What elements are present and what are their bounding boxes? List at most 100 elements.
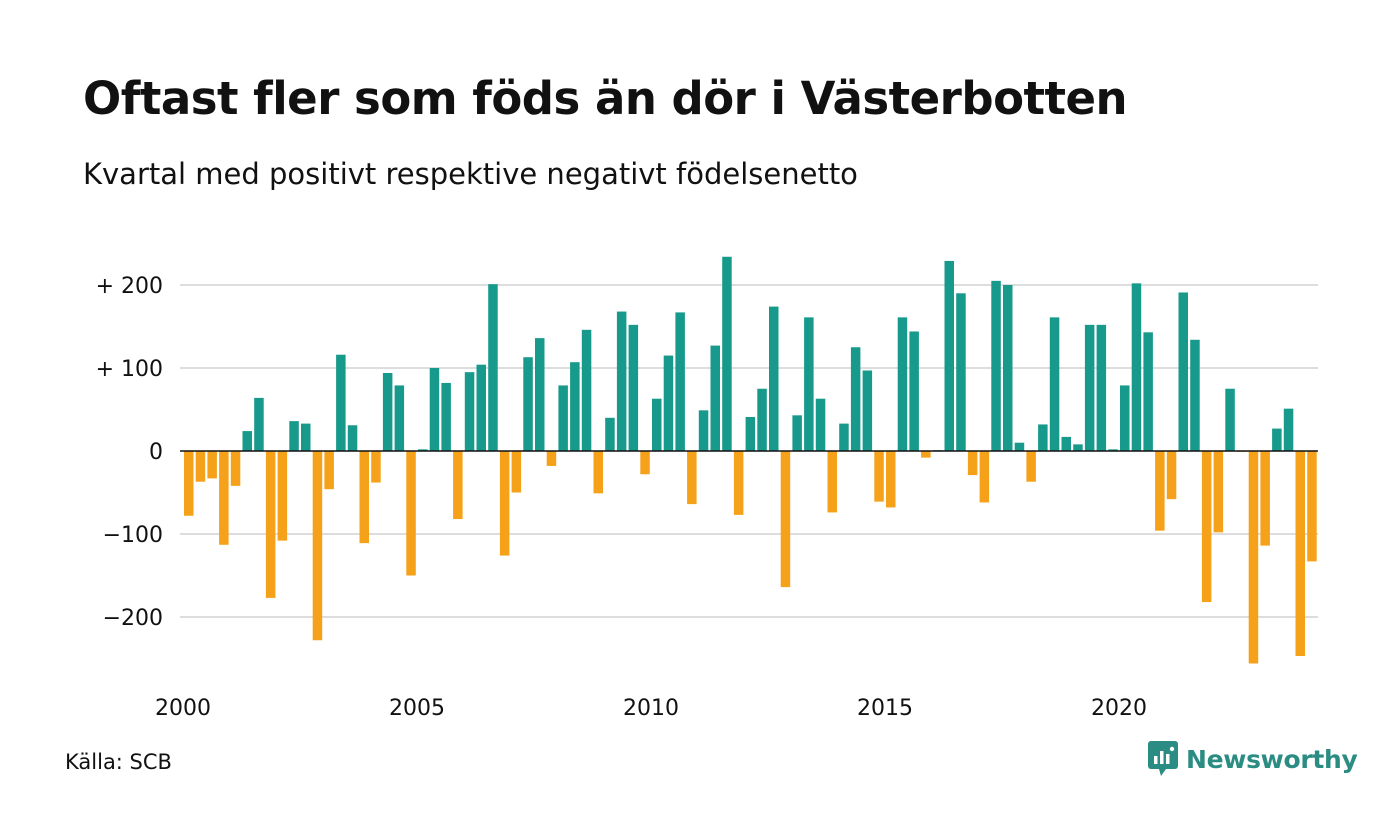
bar-positive xyxy=(804,317,814,451)
bar-negative xyxy=(874,451,884,502)
bar-positive xyxy=(1038,424,1048,451)
bar-negative xyxy=(1248,451,1259,664)
bar-positive xyxy=(792,415,802,451)
bar-positive xyxy=(710,345,720,451)
bar-positive xyxy=(382,372,393,451)
bar-positive xyxy=(616,311,627,451)
bar-positive xyxy=(418,449,428,451)
bar-positive xyxy=(944,260,954,451)
bar-positive xyxy=(1283,408,1294,451)
bar-positive xyxy=(1061,436,1071,451)
bar-positive xyxy=(301,423,311,451)
y-tick-label: −100 xyxy=(103,523,163,548)
bar-negative xyxy=(207,451,217,479)
bar-negative xyxy=(1307,451,1317,562)
y-tick-label: −200 xyxy=(103,606,163,631)
bar-negative xyxy=(265,451,276,598)
bar-positive xyxy=(605,417,615,451)
bar-positive xyxy=(254,397,264,451)
bar-positive xyxy=(1084,324,1095,451)
bar-negative xyxy=(1295,451,1305,657)
bar-negative xyxy=(1201,451,1212,603)
source-note: Källa: SCB xyxy=(65,750,172,774)
bar-positive xyxy=(1096,324,1107,451)
bar-negative xyxy=(1166,451,1177,500)
bar-negative xyxy=(1260,451,1270,546)
bar-positive xyxy=(336,354,346,451)
y-tick-label: 0 xyxy=(149,440,163,465)
bar-positive xyxy=(394,385,405,451)
bar-negative xyxy=(1213,451,1224,533)
bar-negative xyxy=(277,451,288,541)
bar-positive xyxy=(535,338,545,451)
bar-negative xyxy=(546,451,557,466)
bar-negative xyxy=(371,451,381,483)
bar-negative xyxy=(406,451,416,576)
x-tick-label: 2000 xyxy=(155,696,211,721)
bar-negative xyxy=(195,451,206,482)
bar-negative xyxy=(359,451,369,544)
bar-negative xyxy=(1026,451,1036,482)
bar-negative xyxy=(780,451,791,588)
bar-positive xyxy=(862,370,873,451)
brand-logo[interactable]: Newsworthy xyxy=(1148,741,1358,777)
bar-negative xyxy=(499,451,510,556)
bar-positive xyxy=(909,331,919,451)
x-tick-label: 2005 xyxy=(389,696,445,721)
bar-positive xyxy=(523,357,533,451)
bar-positive xyxy=(745,416,756,451)
bar-positive xyxy=(289,421,299,451)
grid-lines xyxy=(180,284,1318,618)
bar-positive xyxy=(663,355,674,451)
bar-positive xyxy=(1143,332,1153,451)
bar-positive xyxy=(488,284,498,451)
bar-negative xyxy=(1155,451,1165,531)
bar-positive xyxy=(570,362,580,451)
bar-negative xyxy=(886,451,896,508)
y-tick-label: + 100 xyxy=(96,357,163,382)
bar-positive xyxy=(628,324,639,451)
x-tick-label: 2020 xyxy=(1091,696,1147,721)
bar-positive xyxy=(757,388,767,451)
bar-positive xyxy=(839,423,849,451)
bar-positive xyxy=(698,410,709,451)
bar-negative xyxy=(640,451,650,475)
bar-positive xyxy=(1049,317,1060,451)
bar-positive xyxy=(429,368,440,451)
bar-positive xyxy=(850,347,861,451)
bar-positive xyxy=(956,293,966,451)
bar-positive xyxy=(769,306,779,451)
bar-positive xyxy=(1272,428,1282,451)
bars xyxy=(184,256,1317,664)
bar-chart: + 200 + 100 0 −100 −200 2000 2005 2010 2015 2020 xyxy=(96,256,1318,721)
bar-positive xyxy=(897,317,908,451)
bar-negative xyxy=(967,451,978,476)
bar-positive xyxy=(1073,444,1083,451)
brand-name: Newsworthy xyxy=(1186,744,1358,774)
bar-positive xyxy=(675,312,685,451)
bar-negative xyxy=(979,451,990,503)
bar-positive xyxy=(1014,442,1025,451)
bar-positive xyxy=(441,382,451,451)
bar-negative xyxy=(230,451,241,486)
x-axis-labels: 2000 2005 2010 2015 2020 xyxy=(155,696,1147,721)
chart-title: Oftast fler som föds än dör i Västerbott… xyxy=(83,72,1128,125)
bar-positive xyxy=(1108,449,1118,451)
bar-negative xyxy=(184,451,194,516)
bar-positive xyxy=(1225,388,1235,451)
bar-negative xyxy=(733,451,744,515)
bar-positive xyxy=(1003,285,1013,451)
bar-negative xyxy=(324,451,334,490)
bar-positive xyxy=(991,280,1001,451)
bar-negative xyxy=(921,451,931,458)
x-tick-label: 2015 xyxy=(857,696,913,721)
bar-positive xyxy=(558,385,568,451)
bar-positive xyxy=(347,425,358,451)
y-tick-label: + 200 xyxy=(96,274,163,299)
bar-positive xyxy=(464,372,475,451)
bar-positive xyxy=(1178,292,1188,451)
bar-positive xyxy=(652,398,662,451)
bar-positive xyxy=(815,398,826,451)
bar-negative xyxy=(312,451,323,641)
y-axis-labels: + 200 + 100 0 −100 −200 xyxy=(96,274,163,631)
